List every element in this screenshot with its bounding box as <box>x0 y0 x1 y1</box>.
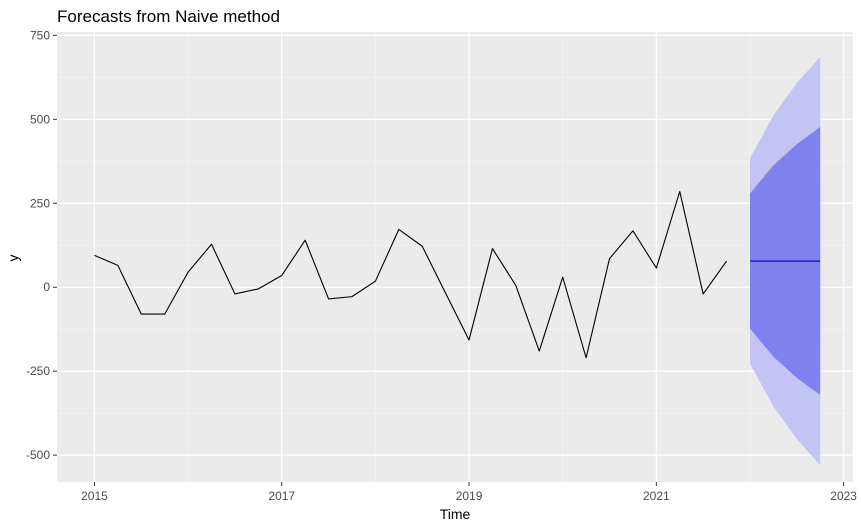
y-tick-label: -500 <box>26 448 50 462</box>
y-tick-label: 250 <box>30 196 50 210</box>
observed-series-line <box>94 190 728 359</box>
grid-minor <box>57 32 853 482</box>
x-tick-label: 2015 <box>81 489 108 503</box>
y-tick-label: 500 <box>30 112 50 126</box>
chart-title: Forecasts from Naive method <box>57 7 280 26</box>
series-lines <box>94 190 821 359</box>
x-tick-label: 2017 <box>268 489 295 503</box>
y-tick-label: 0 <box>43 280 50 294</box>
y-tick-label: -250 <box>26 364 50 378</box>
x-tick-label: 2021 <box>643 489 670 503</box>
grid-major <box>57 32 853 482</box>
y-tick-label: 750 <box>30 28 50 42</box>
x-tick-label: 2019 <box>456 489 483 503</box>
panel-background <box>57 32 853 482</box>
x-tick-label: 2023 <box>830 489 857 503</box>
x-axis-title: Time <box>440 506 471 522</box>
y-axis-title: y <box>5 255 21 262</box>
axis-ticks: 2015 2017 2019 2021 2023 -500 -250 0 250 500 750 <box>26 28 857 503</box>
